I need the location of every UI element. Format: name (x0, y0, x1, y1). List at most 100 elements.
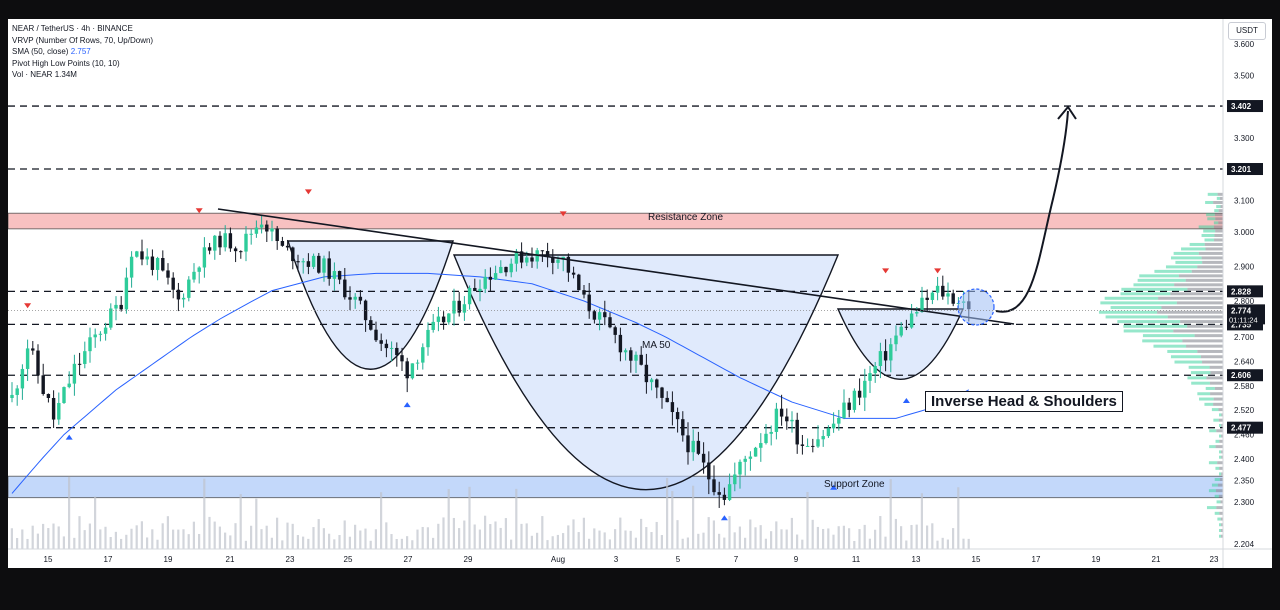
candle (285, 239, 290, 251)
candle (436, 306, 441, 332)
volume-profile-bar (1219, 472, 1222, 476)
volume-bar (437, 523, 440, 549)
volume-bar (801, 539, 804, 549)
candle (696, 431, 701, 456)
candle (306, 253, 311, 275)
candle (72, 354, 77, 396)
candle-body (114, 304, 118, 309)
volume-profile-bar (1139, 274, 1179, 278)
legend-volume[interactable]: Vol · NEAR 1.34M (12, 69, 153, 81)
candle-body (499, 266, 503, 274)
volume-bar (494, 521, 497, 549)
candle-body (197, 267, 201, 272)
volume-bar (775, 521, 778, 549)
candle-body (759, 443, 763, 448)
legend-volume-label: Vol · NEAR (12, 70, 53, 79)
candle (660, 386, 664, 409)
volume-bar (562, 533, 565, 549)
candle (545, 242, 550, 268)
candle (41, 363, 45, 396)
candle (644, 353, 649, 394)
candle (369, 316, 373, 331)
volume-profile-bar (1117, 320, 1181, 324)
candle-body (582, 290, 586, 295)
volume-profile-bar (1221, 434, 1223, 438)
candle-body (374, 329, 378, 341)
price-chart[interactable]: 2.204 2.300 2.350 2.400 2.460 2.520 2.580 2.640… (8, 19, 1272, 568)
volume-profile-bar (1187, 324, 1223, 328)
volume-bar (676, 520, 679, 549)
volume-profile-bar (1202, 360, 1223, 364)
x-tick-label: 23 (286, 555, 295, 564)
candle-body (587, 294, 591, 312)
volume-profile-bar (1219, 511, 1223, 515)
volume-profile-bar (1216, 506, 1223, 510)
y-tick-label: 2.350 (1234, 477, 1255, 486)
volume-bar (931, 523, 934, 549)
volume-bar (920, 493, 923, 549)
volume-profile-bar (1221, 534, 1223, 538)
volume-profile-bar (1219, 528, 1222, 532)
volume-profile-bar (1188, 365, 1210, 369)
volume-bar (832, 534, 835, 549)
volume-bar (744, 537, 747, 549)
level-tag-box (1227, 369, 1263, 382)
candle-body (421, 347, 425, 363)
volume-bar (354, 524, 357, 549)
volume-bar (853, 540, 856, 549)
candle (20, 364, 25, 400)
candle-body (878, 351, 883, 367)
volume-bar (385, 522, 388, 549)
volume-profile-bar (1219, 478, 1223, 481)
candle-body (842, 402, 846, 418)
x-tick-label: Aug (551, 555, 565, 564)
volume-bar (473, 524, 476, 549)
volume-bar (655, 521, 658, 549)
axis-unit-button[interactable]: USDT (1228, 22, 1266, 40)
pivot-high-marker (24, 303, 32, 309)
candle-body (369, 320, 373, 330)
volume-bar (645, 527, 648, 549)
right-shoulder-curve (836, 308, 965, 380)
candle (889, 338, 893, 373)
x-tick-label: 13 (912, 555, 921, 564)
volume-bar (868, 538, 871, 549)
candle-body (93, 334, 97, 338)
volume-bar (567, 525, 570, 549)
volume-bar (681, 538, 684, 549)
volume-bar (806, 491, 809, 549)
volume-profile-bar (1215, 466, 1220, 470)
x-tick-label: 19 (1092, 555, 1101, 564)
candle (847, 397, 851, 418)
candle-body (743, 458, 747, 462)
candle (358, 289, 363, 305)
legend-vrvp[interactable]: VRVP (Number Of Rows, 70, Up/Down) (12, 35, 154, 45)
volume-profile-bar (1198, 251, 1223, 255)
candle (863, 368, 867, 412)
volume-profile-bar (1205, 200, 1214, 204)
volume-bar (177, 529, 180, 549)
candle (805, 438, 810, 447)
candle (608, 312, 612, 329)
candle (171, 272, 175, 299)
legend-sma[interactable]: SMA (50, close) 2.757 (12, 46, 153, 58)
level-tag-label: 3.402 (1231, 102, 1252, 111)
legend-pivot[interactable]: Pivot High Low Points (10, 10) (12, 58, 120, 68)
candle-body (337, 271, 342, 280)
candle-body (556, 259, 560, 263)
candle (270, 220, 274, 242)
candle (332, 262, 337, 291)
candle-body (899, 326, 903, 336)
candle (447, 313, 451, 325)
volume-bar (328, 533, 331, 549)
volume-profile-bar (1110, 306, 1162, 310)
candle (577, 273, 581, 291)
candle-body (15, 388, 19, 395)
volume-bar (343, 520, 346, 549)
volume-profile-bar (1217, 483, 1223, 487)
volume-bar (99, 529, 102, 549)
legend-symbol[interactable]: NEAR / TetherUS · 4h · BINANCE (12, 24, 133, 33)
volume-bar (338, 535, 341, 549)
volume-profile-bar (1170, 256, 1202, 260)
x-tick-label: 7 (734, 555, 739, 564)
